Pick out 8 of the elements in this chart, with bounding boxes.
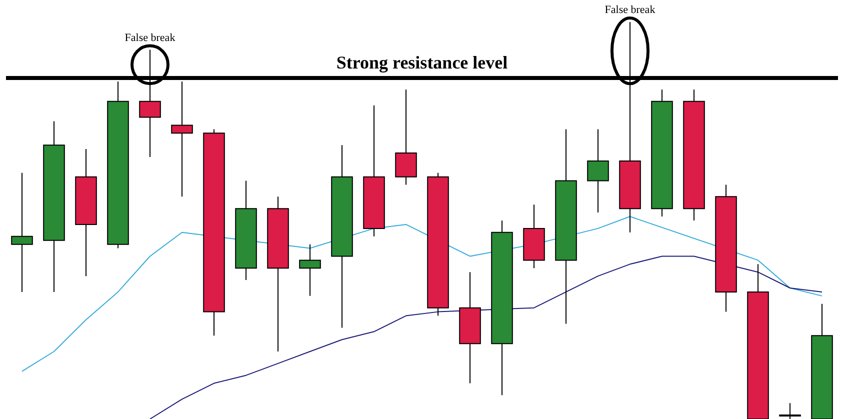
annotation: False break bbox=[124, 32, 176, 44]
candlestick bbox=[299, 244, 321, 296]
text: False break bbox=[604, 4, 656, 16]
candlestick bbox=[11, 172, 33, 292]
candlestick bbox=[587, 128, 609, 214]
candlestick bbox=[395, 88, 417, 186]
candlestick bbox=[779, 402, 801, 419]
ref-line-label: Strong resistance level bbox=[336, 52, 508, 73]
